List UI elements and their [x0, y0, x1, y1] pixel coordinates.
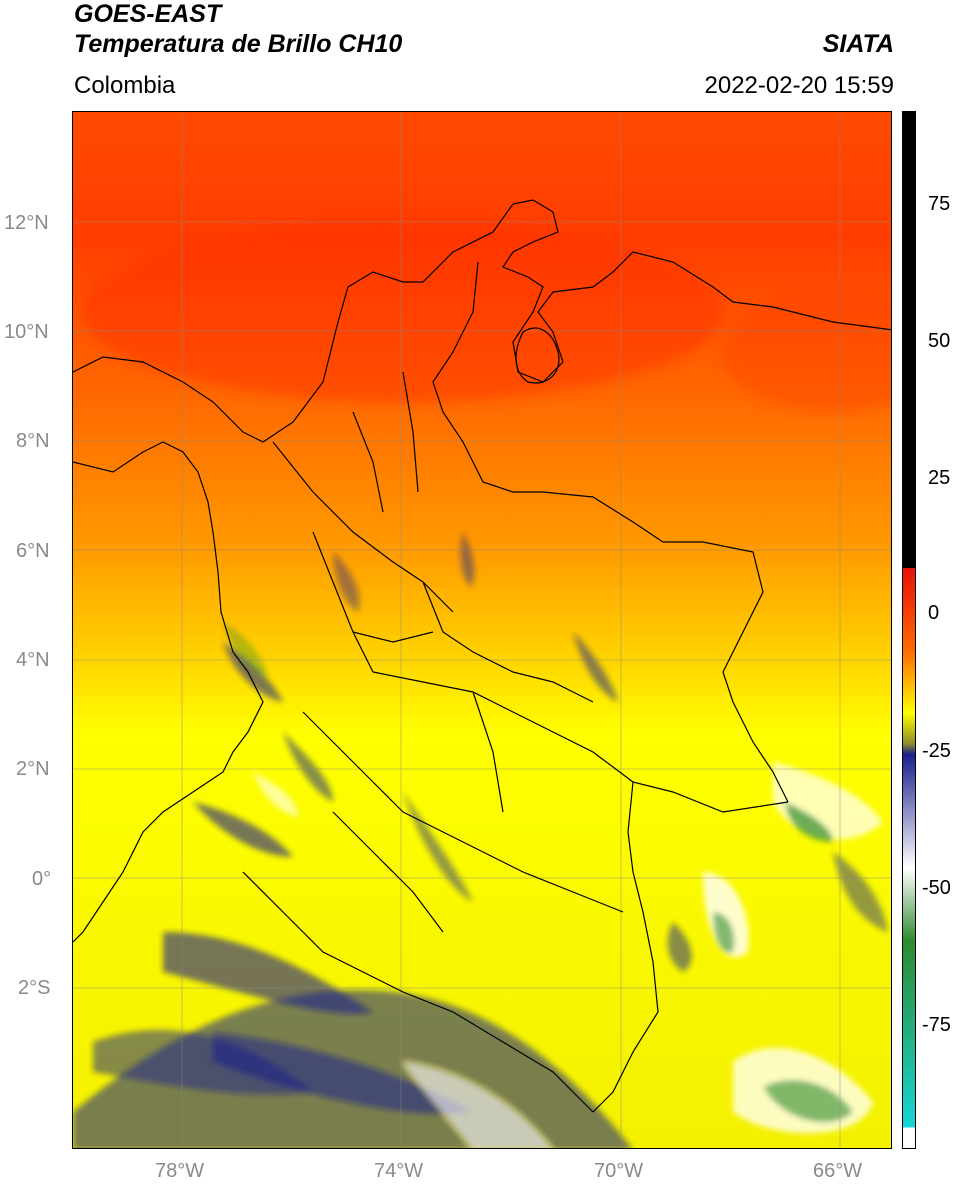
lon-label: 74°W [374, 1160, 424, 1182]
gridlines [73, 112, 891, 1148]
title-satellite: GOES-EAST [74, 0, 222, 28]
lon-label: 66°W [813, 1160, 863, 1182]
lat-label: 2°N [16, 758, 50, 780]
lat-label: 4°N [16, 649, 50, 671]
lon-label: 78°W [155, 1160, 205, 1182]
warm-area [83, 222, 723, 402]
brightness-temperature-image [73, 112, 891, 1148]
temperature-colorbar [902, 111, 916, 1149]
cold-cloud-bands [73, 532, 888, 1148]
caribbean-coastline [73, 199, 891, 443]
colombia-brazil-border [592, 781, 789, 1113]
subtitle-timestamp: 2022-02-20 15:59 [704, 72, 895, 99]
colorbar-label: 0 [928, 602, 940, 624]
lat-label: 0° [32, 868, 52, 890]
colombia-peru-border [242, 871, 594, 1113]
colorbar-label: 75 [928, 193, 951, 215]
lon-label: 70°W [594, 1160, 644, 1182]
subtitle-region: Colombia [74, 72, 176, 99]
colorbar-label: -25 [922, 740, 951, 762]
lat-label: 12°N [4, 212, 49, 234]
boundaries [73, 199, 891, 1113]
colombia-venezuela-border [432, 261, 789, 803]
maracaibo-lake [515, 327, 560, 384]
lat-label: 2°S [18, 977, 51, 999]
title-agency: SIATA [822, 30, 894, 58]
colorbar-label: -50 [922, 877, 951, 899]
lat-label: 10°N [4, 321, 49, 343]
colorbar-label: 25 [928, 467, 951, 489]
satellite-map [72, 111, 892, 1149]
pacific-coastline [73, 441, 264, 943]
title-product: Temperatura de Brillo CH10 [74, 30, 403, 58]
warm-area [723, 292, 891, 412]
lat-label: 8°N [16, 430, 50, 452]
colorbar-label: -75 [922, 1014, 951, 1036]
department-boundaries [272, 371, 634, 933]
lat-label: 6°N [16, 540, 50, 562]
colorbar-label: 50 [928, 330, 951, 352]
